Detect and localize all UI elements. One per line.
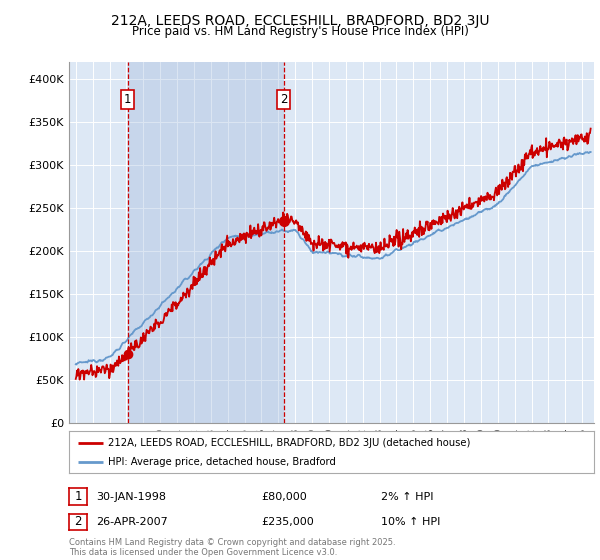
- Text: 1: 1: [74, 490, 82, 503]
- Text: 2: 2: [280, 93, 287, 106]
- Bar: [128, 62, 284, 423]
- Text: 2: 2: [74, 515, 82, 529]
- Text: Contains HM Land Registry data © Crown copyright and database right 2025.
This d: Contains HM Land Registry data © Crown c…: [69, 538, 395, 557]
- Text: 212A, LEEDS ROAD, ECCLESHILL, BRADFORD, BD2 3JU: 212A, LEEDS ROAD, ECCLESHILL, BRADFORD, …: [111, 14, 489, 28]
- Text: 212A, LEEDS ROAD, ECCLESHILL, BRADFORD, BD2 3JU (detached house): 212A, LEEDS ROAD, ECCLESHILL, BRADFORD, …: [109, 437, 471, 447]
- Text: Price paid vs. HM Land Registry's House Price Index (HPI): Price paid vs. HM Land Registry's House …: [131, 25, 469, 38]
- Text: 26-APR-2007: 26-APR-2007: [96, 517, 168, 527]
- Text: £80,000: £80,000: [261, 492, 307, 502]
- Text: 1: 1: [124, 93, 131, 106]
- Text: 30-JAN-1998: 30-JAN-1998: [96, 492, 166, 502]
- Bar: [128, 62, 284, 423]
- Text: HPI: Average price, detached house, Bradford: HPI: Average price, detached house, Brad…: [109, 457, 336, 467]
- Text: 2% ↑ HPI: 2% ↑ HPI: [381, 492, 433, 502]
- Text: £235,000: £235,000: [261, 517, 314, 527]
- Text: 10% ↑ HPI: 10% ↑ HPI: [381, 517, 440, 527]
